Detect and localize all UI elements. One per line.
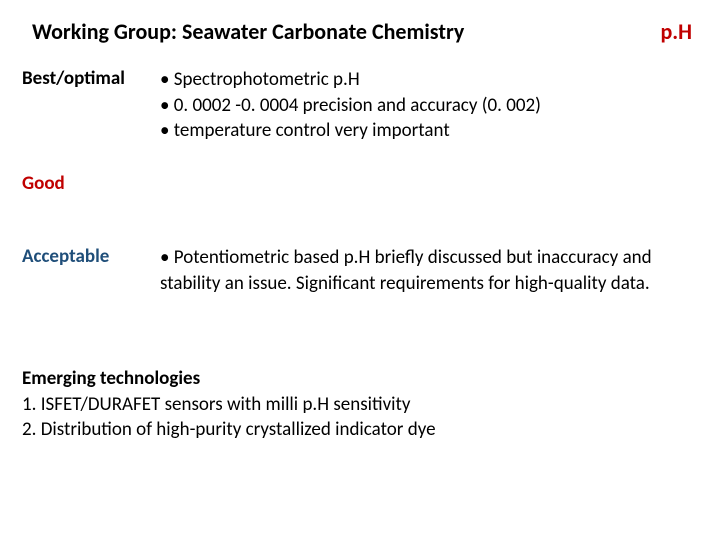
bullet-item: • 0. 0002 -0. 0004 precision and accurac… <box>160 93 698 119</box>
slide-subtitle: p.H <box>660 18 698 45</box>
content-acceptable: • Potentiometric based p.H briefly discu… <box>160 245 698 296</box>
bullet-item: • Spectrophotometric p.H <box>160 67 698 93</box>
content-best-optimal: • Spectrophotometric p.H • 0. 0002 -0. 0… <box>160 67 698 144</box>
slide-title: Working Group: Seawater Carbonate Chemis… <box>22 18 464 45</box>
section-emerging: Emerging technologies 1. ISFET/DURAFET s… <box>22 366 698 443</box>
section-good: Good <box>22 172 698 195</box>
label-best-optimal: Best/optimal <box>22 67 160 144</box>
label-acceptable: Acceptable <box>22 245 160 296</box>
emerging-title: Emerging technologies <box>22 366 698 392</box>
bullet-item: • temperature control very important <box>160 118 698 144</box>
emerging-item: 1. ISFET/DURAFET sensors with milli p.H … <box>22 392 698 418</box>
section-best: Best/optimal • Spectrophotometric p.H • … <box>22 67 698 144</box>
label-good: Good <box>22 172 160 195</box>
content-good <box>160 172 698 195</box>
emerging-item: 2. Distribution of high-purity crystalli… <box>22 417 698 443</box>
slide-header: Working Group: Seawater Carbonate Chemis… <box>22 18 698 45</box>
section-acceptable: Acceptable • Potentiometric based p.H br… <box>22 245 698 296</box>
